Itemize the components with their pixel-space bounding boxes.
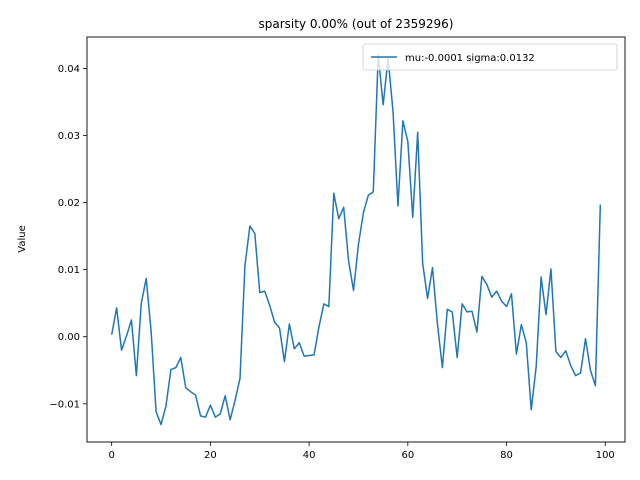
x-tick-label: 100: [596, 450, 615, 461]
x-tick-label: 20: [204, 450, 217, 461]
y-tick-label: 0.03: [58, 131, 80, 142]
y-tick-label: 0.04: [58, 64, 80, 75]
y-tick-label: 0.00: [58, 332, 80, 343]
axes-frame: [86, 36, 626, 443]
x-tick-label: 80: [500, 450, 513, 461]
series-line: [110, 54, 602, 426]
plot-area: [110, 54, 602, 426]
chart-title: sparsity 0.00% (out of 2359296): [259, 17, 454, 31]
axis-ticks: 0 20 40 60 80 100 −0.01 0.00 0.01 0.02 0.03 0.04: [49, 64, 614, 461]
x-tick-label: 0: [108, 450, 114, 461]
y-axis-label: Value: [17, 225, 28, 252]
y-tick-label: 0.01: [58, 265, 80, 276]
legend-box: [362, 43, 618, 71]
legend: mu:-0.0001 sigma:0.0132: [362, 43, 618, 71]
legend-label: mu:-0.0001 sigma:0.0132: [405, 53, 535, 64]
y-tick-label: −0.01: [49, 399, 80, 410]
x-tick-label: 40: [303, 450, 316, 461]
x-tick-label: 60: [401, 450, 414, 461]
y-tick-label: 0.02: [58, 198, 80, 209]
